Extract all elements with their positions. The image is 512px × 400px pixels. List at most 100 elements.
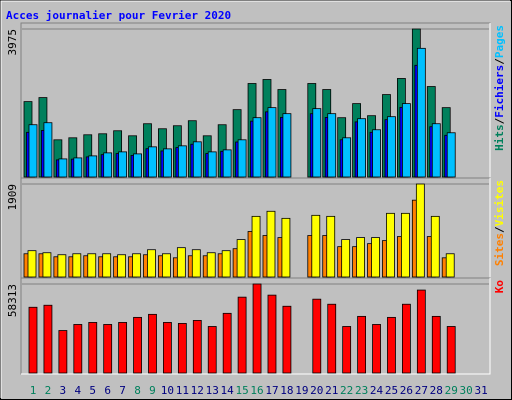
- bar: [312, 298, 322, 374]
- bar: [252, 283, 262, 374]
- panel-bevel: [21, 278, 491, 375]
- bar: [415, 183, 425, 278]
- legend-entry: Pages: [493, 25, 506, 58]
- bar: [132, 253, 141, 278]
- bar: [88, 322, 98, 374]
- bar: [342, 137, 352, 178]
- x-tick-label: 24: [370, 384, 384, 397]
- bar: [43, 122, 53, 178]
- bar: [222, 312, 232, 374]
- x-tick-label: 4: [74, 384, 81, 397]
- x-tick-label: 14: [221, 384, 235, 397]
- bar: [102, 253, 112, 278]
- legend: Hits/Fichiers/Pages: [493, 25, 506, 151]
- bar: [177, 323, 187, 374]
- bar: [357, 315, 366, 374]
- bar: [88, 155, 98, 178]
- bar: [58, 158, 68, 178]
- legend-entry: Ko: [493, 280, 506, 294]
- legend: Ko: [493, 280, 506, 294]
- bar: [117, 254, 127, 278]
- x-tick-label: 31: [474, 384, 487, 397]
- y-tick-label: 3975: [6, 29, 19, 56]
- bar: [311, 214, 321, 278]
- bar: [431, 315, 441, 374]
- bar: [282, 305, 292, 374]
- bar: [207, 151, 217, 178]
- y-tick-label: 1909: [6, 184, 19, 211]
- x-tick-label: 19: [295, 384, 308, 397]
- bar: [266, 210, 276, 278]
- x-tick-label: 2: [45, 384, 52, 397]
- bar: [103, 324, 113, 374]
- x-tick-label: 8: [134, 384, 141, 397]
- bar: [221, 250, 231, 278]
- bar: [416, 289, 426, 374]
- bar: [237, 139, 247, 178]
- x-tick-label: 30: [460, 384, 473, 397]
- bar: [326, 215, 336, 278]
- legend-entry: Visites: [493, 180, 506, 226]
- x-tick-label: 20: [310, 384, 323, 397]
- legend: Sites/Visites: [493, 180, 506, 266]
- bar: [28, 306, 38, 374]
- legend-entry: Hits: [493, 124, 506, 151]
- bar: [282, 113, 292, 178]
- legend-entry: Sites: [493, 233, 506, 266]
- bar: [446, 132, 456, 178]
- x-tick-label: 11: [176, 384, 189, 397]
- bar: [236, 239, 246, 278]
- bar: [177, 145, 187, 178]
- x-tick-label: 21: [325, 384, 338, 397]
- x-tick-label: 15: [235, 384, 248, 397]
- legend-separator: /: [493, 58, 506, 65]
- bar: [416, 47, 426, 178]
- bar: [42, 252, 52, 278]
- x-tick-label: 12: [191, 384, 204, 397]
- x-tick-label: 27: [415, 384, 428, 397]
- bar: [402, 103, 411, 178]
- bar: [430, 215, 440, 278]
- y-tick-label: 58313: [6, 284, 19, 317]
- bar: [28, 124, 38, 178]
- x-tick-label: 17: [265, 384, 278, 397]
- bar: [192, 141, 202, 178]
- legend-separator: /: [493, 117, 506, 124]
- bar: [356, 237, 365, 278]
- bar: [387, 316, 396, 374]
- bar: [386, 212, 395, 278]
- bar: [267, 294, 277, 374]
- bar: [252, 117, 262, 178]
- bar: [73, 324, 83, 374]
- x-tick-label: 18: [280, 384, 293, 397]
- x-tick-label: 9: [149, 384, 156, 397]
- legend-entry: Fichiers: [493, 65, 506, 118]
- x-tick-label: 22: [340, 384, 353, 397]
- bar: [148, 146, 157, 178]
- bar: [192, 320, 202, 374]
- x-tick-label: 28: [430, 384, 443, 397]
- bar: [341, 239, 351, 278]
- x-tick-label: 16: [250, 384, 263, 397]
- bar: [222, 149, 232, 178]
- x-tick-label: 25: [385, 384, 398, 397]
- bar: [446, 326, 456, 374]
- bar: [206, 252, 216, 278]
- x-tick-label: 7: [119, 384, 126, 397]
- bar: [162, 253, 171, 278]
- x-tick-label: 10: [161, 384, 174, 397]
- bar: [133, 153, 142, 178]
- bar: [163, 322, 172, 374]
- bar: [87, 253, 97, 278]
- bar: [58, 330, 68, 374]
- bar: [237, 296, 247, 374]
- bar: [57, 254, 67, 278]
- bar: [147, 249, 156, 278]
- bar: [402, 303, 411, 374]
- bar: [43, 304, 53, 374]
- bar: [281, 217, 291, 278]
- x-tick-label: 13: [206, 384, 219, 397]
- bar: [207, 326, 217, 374]
